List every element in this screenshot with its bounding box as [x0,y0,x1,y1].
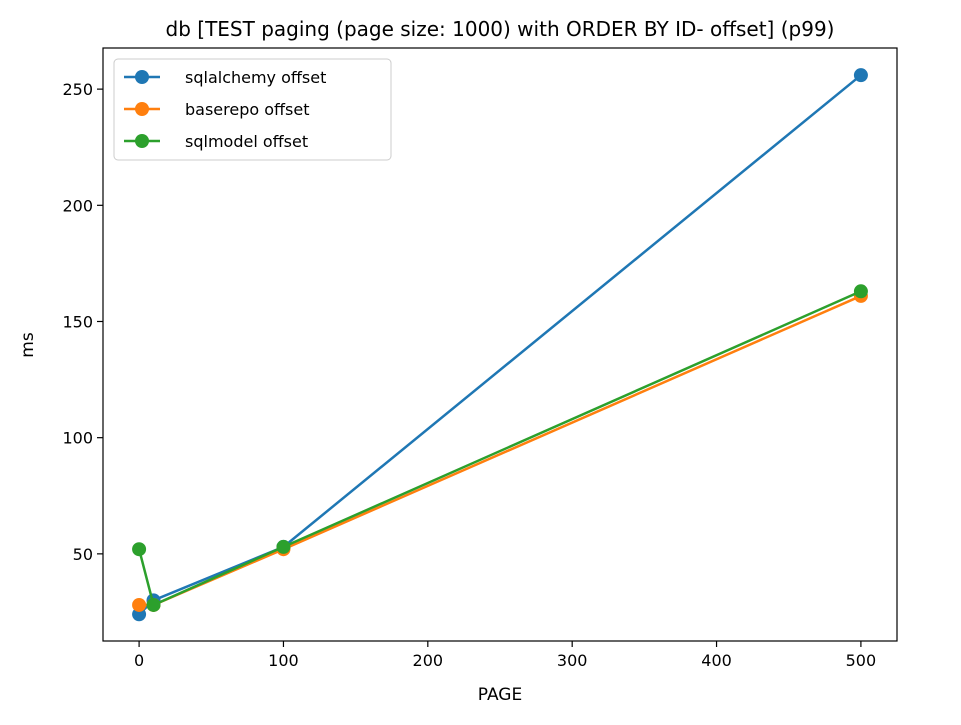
data-point [146,597,161,612]
x-tick-label: 400 [701,651,732,670]
legend-label: baserepo offset [185,100,310,119]
x-tick-label: 500 [846,651,877,670]
x-tick-label: 300 [557,651,588,670]
legend: sqlalchemy offset baserepo offset sqlmodel… [113,58,392,161]
legend-entry: sqlmodel offset [124,132,308,151]
data-point [132,597,147,612]
data-point [276,539,291,554]
legend-label: sqlalchemy offset [185,68,326,87]
x-tick-label: 100 [268,651,299,670]
series-line [138,74,862,616]
chart-title: db [TEST paging (page size: 1000) with O… [166,17,835,41]
legend-entry: baserepo offset [124,100,310,119]
x-axis: 0 100 200 300 400 500 [134,641,876,670]
y-tick-label: 150 [62,312,93,331]
y-axis: 50 100 150 200 250 [62,80,103,564]
y-tick-label: 100 [62,429,93,448]
series-layer [132,68,868,622]
x-axis-label: PAGE [478,685,522,705]
axes-frame [102,47,898,642]
series-sqlmodel-offset [132,284,868,612]
x-tick-label: 0 [134,651,144,670]
legend-label: sqlmodel offset [185,132,308,151]
legend-marker [135,102,149,116]
series-line [137,290,862,607]
data-point [853,68,868,83]
legend-marker [135,134,149,148]
legend-marker [135,70,149,84]
legend-entry: sqlalchemy offset [124,68,326,87]
y-tick-label: 250 [62,80,93,99]
legend-box [113,58,392,161]
data-point [853,284,868,299]
y-axis-label: ms [18,332,38,358]
y-tick-label: 50 [73,545,93,564]
data-point [132,542,147,557]
x-tick-label: 200 [413,651,444,670]
y-tick-label: 200 [62,196,93,215]
